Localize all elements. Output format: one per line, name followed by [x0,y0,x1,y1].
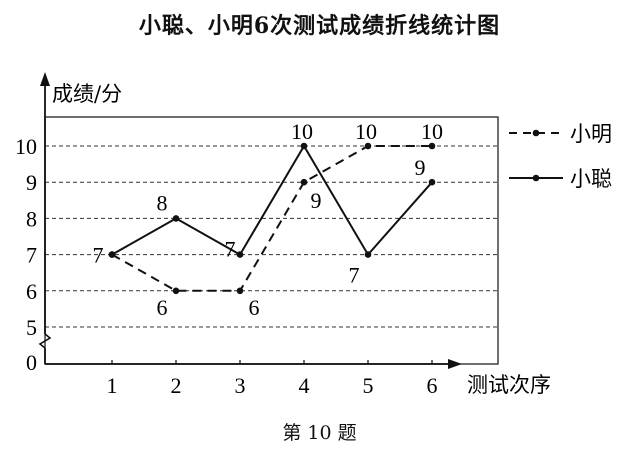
point-xiaoming-2 [172,287,180,295]
point-xiaocong-2 [172,215,180,222]
data-label-xiaocong-4: 10 [291,119,313,144]
data-label-xiaoming-5: 10 [355,119,377,144]
series-xiaoming-line [111,145,432,292]
y-tick-label-9: 9 [26,170,37,195]
legend-xiaocong-label: 小聪 [570,167,612,191]
legend-xiaoming-label: 小明 [570,122,612,146]
data-label-xiaocong-6: 9 [415,155,426,180]
point-xiaoming-5 [364,142,372,150]
y-tick-label-5: 5 [26,315,37,340]
data-label-xiaocong-1: 7 [93,243,104,268]
point-xiaocong-1 [108,251,116,258]
series-xiaocong-line [111,144,433,257]
point-xiaocong-6 [428,178,436,186]
chart-title: 小聪、小明6次测试成绩折线统计图 [138,13,501,39]
point-xiaocong-5 [364,251,372,258]
y-tick-label-6: 6 [26,279,37,304]
data-label-xiaoming-2: 6 [157,295,168,320]
legend-xiaoming-marker [532,129,540,137]
data-label-xiaoming-6: 10 [421,119,443,144]
x-tick-label-3: 3 [235,373,246,398]
x-tick-label-2: 2 [171,373,182,398]
point-xiaocong-4 [300,142,308,150]
x-axis-label: 测试次序 [467,373,551,397]
y-axis-break [38,333,52,349]
data-label-xiaocong-2: 8 [157,190,168,215]
point-xiaoming-3 [236,287,244,295]
x-tick-label-1: 1 [107,373,118,398]
y-axis-label: 成绩/分 [52,82,122,106]
y-tick-label-8: 8 [26,206,37,231]
x-tick-label-6: 6 [427,373,438,398]
x-axis-arrow [448,359,462,369]
point-xiaocong-3 [236,251,244,258]
point-xiaoming-6 [428,142,436,150]
y-axis-arrow [40,72,50,86]
point-xiaoming-4 [300,178,308,186]
data-label-xiaocong-5: 7 [349,263,360,288]
legend-xiaocong-marker [532,174,540,182]
data-label-xiaocong-3: 7 [225,237,236,262]
data-label-xiaoming-4: 9 [311,188,322,213]
x-tick-label-4: 4 [299,373,310,398]
figure-caption: 第 10 题 [282,422,357,444]
y-tick-label-10: 10 [15,134,37,159]
y-tick-label-0: 0 [26,350,37,375]
x-tick-label-5: 5 [363,373,374,398]
y-tick-label-7: 7 [26,243,37,268]
data-label-xiaoming-3: 6 [249,295,260,320]
